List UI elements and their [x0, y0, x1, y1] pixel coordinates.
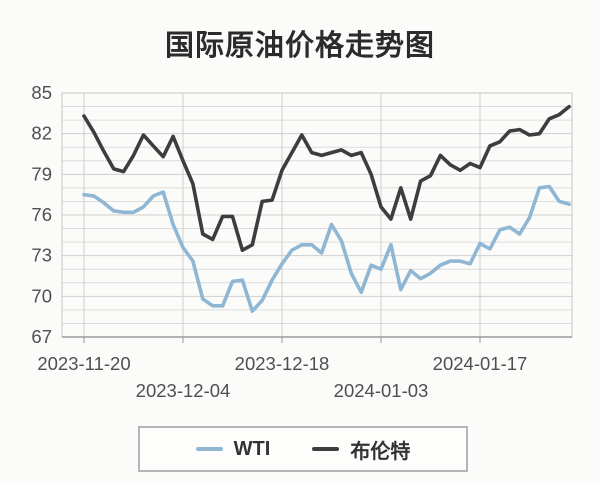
- y-axis-label: 85: [31, 82, 52, 103]
- brent-line: [82, 104, 571, 252]
- y-axis-label: 67: [31, 326, 52, 347]
- wti-line-swatch-icon: [195, 447, 223, 451]
- brent-line-swatch-icon: [312, 447, 340, 451]
- legend-item-brent: 布伦特: [312, 435, 410, 464]
- y-axis-label: 76: [31, 204, 52, 225]
- legend-label-brent: 布伦特: [350, 440, 411, 463]
- legend-item-wti: WTI: [195, 437, 271, 461]
- legend-label-wti: WTI: [233, 437, 271, 460]
- y-axis-label: 73: [31, 245, 52, 266]
- y-axis-label: 70: [31, 285, 52, 306]
- x-axis-label: 2023-11-20: [37, 353, 130, 374]
- y-axis-label: 82: [31, 123, 52, 144]
- x-axis-label: 2024-01-03: [334, 380, 429, 401]
- chart-legend: WTI 布伦特: [138, 426, 468, 472]
- x-axis-label: 2023-12-04: [136, 380, 231, 401]
- chart-title: 国际原油价格走势图: [164, 30, 435, 62]
- wti-line: [82, 184, 571, 313]
- x-axis-label: 2023-12-18: [235, 353, 330, 374]
- y-axis-label: 79: [31, 163, 52, 184]
- line-chart-canvas: 67 70 73 76 79 82 85 2023-11-20 2023-12-04 2023-1…: [0, 80, 600, 415]
- x-axis-label: 2024-01-17: [433, 353, 528, 374]
